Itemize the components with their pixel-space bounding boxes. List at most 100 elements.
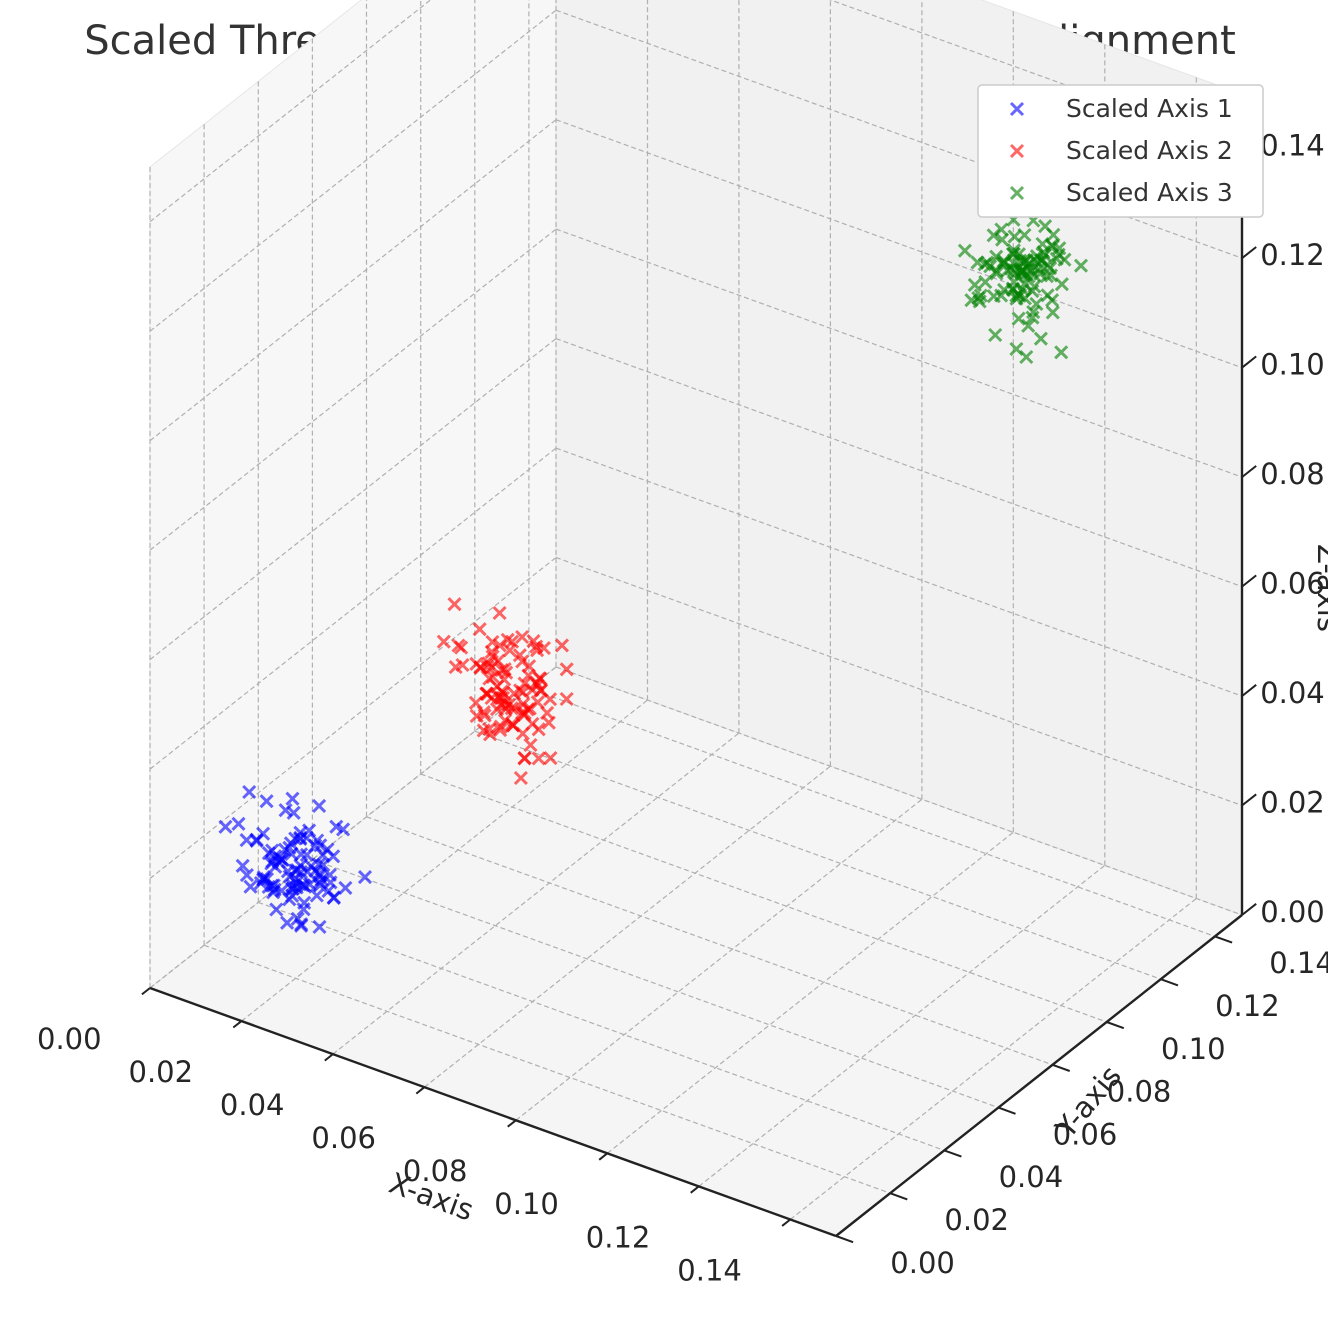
x-tick-label: 0.08	[403, 1154, 468, 1188]
x-tick-mark	[781, 1218, 791, 1227]
data-point	[259, 794, 274, 809]
data-point	[1017, 291, 1033, 306]
data-point	[479, 686, 494, 701]
data-point	[1017, 227, 1032, 243]
y-tick-mark	[835, 1235, 854, 1244]
x-tick-mark	[324, 1053, 334, 1062]
grid-line-floor-y-1	[203, 944, 891, 1194]
data-point	[336, 822, 351, 837]
data-point	[1011, 311, 1026, 326]
data-point	[559, 662, 574, 677]
data-point	[326, 890, 341, 905]
data-point	[218, 819, 233, 834]
data-point	[989, 266, 1004, 281]
legend-frame	[977, 84, 1264, 218]
grid-line-back-z-7	[828, 0, 1243, 150]
data-point	[1011, 247, 1026, 262]
data-point	[280, 915, 295, 930]
data-point	[294, 917, 309, 932]
grid-line-back-z-3	[555, 338, 1243, 588]
y-tick-mark	[943, 1149, 962, 1158]
grid-line-left-z-6	[149, 9, 557, 332]
grid-line-back-z-0	[555, 666, 1243, 916]
y-tick-label: 0.08	[1107, 1075, 1172, 1109]
data-point	[502, 643, 517, 658]
x-tick-label: 0.00	[37, 1022, 102, 1056]
grid-line-left-z-3	[149, 338, 557, 661]
data-point	[338, 880, 353, 895]
x-tick-mark	[232, 1020, 243, 1029]
data-point	[469, 708, 484, 724]
data-point	[239, 833, 254, 848]
data-point	[483, 727, 498, 742]
legend-marker	[1009, 101, 1025, 117]
y-tick-mark	[1160, 978, 1179, 987]
x-tick-mark	[598, 1152, 608, 1161]
data-point	[312, 919, 327, 934]
data-point	[1073, 258, 1089, 273]
y-tick-mark	[1106, 1021, 1125, 1030]
y-tick-label: 0.06	[1053, 1117, 1118, 1151]
z-tick-label: 0.08	[1260, 457, 1325, 491]
data-point	[235, 858, 250, 873]
data-point	[533, 671, 548, 686]
legend-label: Scaled Axis 3	[1066, 178, 1233, 207]
grid-line-left-z-7	[149, 0, 432, 223]
z-tick-mark	[1241, 246, 1257, 259]
x-tick-mark	[690, 1185, 700, 1194]
data-point	[493, 723, 508, 738]
data-point	[1006, 262, 1022, 278]
data-point	[1029, 296, 1044, 311]
data-point	[485, 669, 500, 684]
grid-line-floor-y-4	[366, 816, 1053, 1066]
data-point	[302, 823, 317, 838]
data-point	[261, 879, 276, 894]
x-tick-mark	[507, 1119, 517, 1128]
data-point	[496, 685, 511, 700]
data-point	[957, 243, 972, 258]
x-tick-label: 0.06	[311, 1121, 376, 1155]
data-point	[501, 697, 517, 712]
grid-line-back-z-5	[555, 119, 1243, 369]
data-point	[447, 597, 462, 612]
data-point	[499, 665, 514, 680]
data-point	[531, 751, 546, 766]
grid-line-left-z-5	[149, 119, 557, 442]
z-tick-mark	[1241, 574, 1257, 588]
grid-line-floor-y-7	[528, 687, 1216, 937]
data-point	[1021, 318, 1036, 333]
z-tick-mark	[1241, 684, 1257, 697]
data-point	[1045, 305, 1060, 320]
data-point	[476, 723, 491, 738]
data-point	[977, 257, 992, 272]
grid-line-left-z-1	[149, 557, 557, 879]
grid-lines	[149, 0, 1243, 1237]
data-points	[218, 194, 1089, 934]
data-point	[529, 639, 544, 654]
y-axis-line	[835, 914, 1243, 1237]
x-axis-line	[149, 986, 837, 1238]
data-point	[242, 784, 257, 800]
data-point	[515, 629, 530, 645]
data-point	[513, 770, 528, 786]
z-tick-mark	[1241, 793, 1257, 807]
grid-line-floor-x-3	[424, 765, 831, 1088]
grid-line-left-z-0	[149, 666, 557, 989]
data-point	[1052, 241, 1067, 256]
x-tick-label: 0.02	[129, 1055, 194, 1089]
grid-line-floor-y-5	[420, 773, 1107, 1023]
z-axis-label: Z-axis	[1311, 544, 1328, 632]
grid-line-floor-x-1	[241, 699, 648, 1022]
data-point	[454, 640, 469, 655]
data-point	[1035, 253, 1050, 268]
data-point	[493, 719, 508, 734]
grid-line-left-z-2	[149, 447, 557, 770]
data-point	[500, 632, 515, 647]
data-point	[1031, 262, 1046, 277]
data-point	[278, 803, 293, 818]
data-point	[554, 638, 570, 653]
data-point	[285, 791, 300, 806]
grid-line-floor-x-6	[698, 864, 1106, 1187]
grid-line-floor-y-2	[258, 901, 945, 1151]
data-point	[523, 737, 538, 753]
